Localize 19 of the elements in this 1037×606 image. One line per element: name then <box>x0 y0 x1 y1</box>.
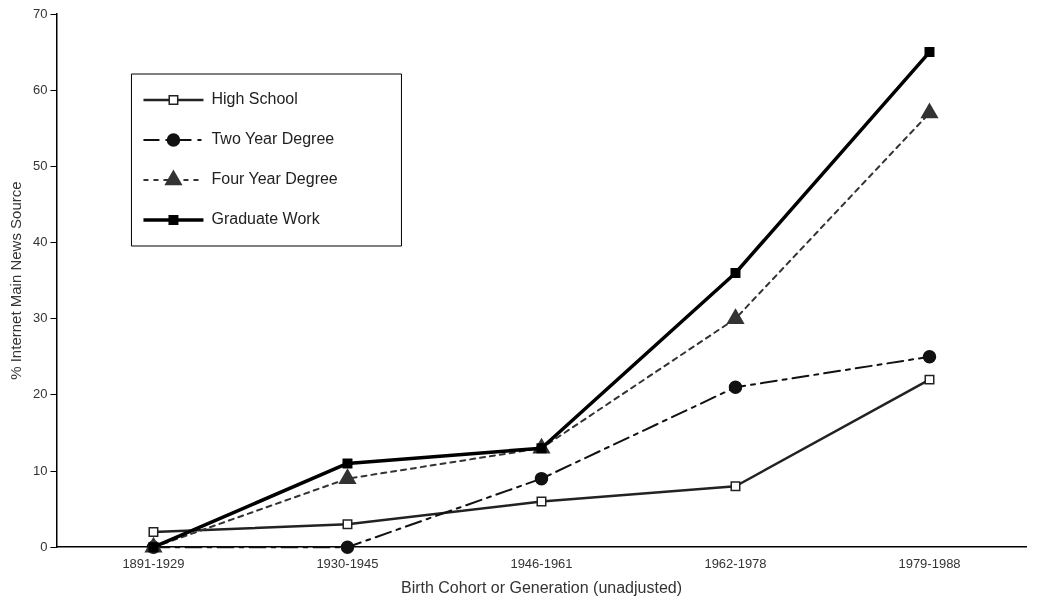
x-tick-label: 1891-1929 <box>122 555 185 571</box>
legend-label: Graduate Work <box>211 210 321 228</box>
x-tick-label: 1946-1961 <box>510 555 573 571</box>
y-tick-label: 60 <box>32 81 48 97</box>
y-tick-label: 50 <box>32 157 48 173</box>
legend-label: Two Year Degree <box>211 130 335 148</box>
x-tick-label: 1979-1988 <box>898 555 961 571</box>
y-tick-label: 0 <box>40 538 48 554</box>
y-tick-label: 40 <box>32 234 48 250</box>
y-tick-label: 30 <box>32 310 48 326</box>
legend-label: High School <box>211 90 298 108</box>
x-tick-label: 1962-1978 <box>704 555 767 571</box>
legend-label: Four Year Degree <box>211 170 338 188</box>
x-axis-title: Birth Cohort or Generation (unadjusted) <box>400 578 682 596</box>
y-axis-title: % Internet Main News Source <box>7 181 25 380</box>
y-tick-label: 70 <box>32 5 48 21</box>
y-tick-label: 20 <box>32 386 48 402</box>
x-tick-label: 1930-1945 <box>316 555 379 571</box>
y-tick-label: 10 <box>32 462 48 478</box>
